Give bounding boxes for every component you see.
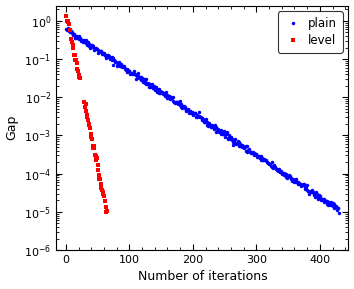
- plain: [280, 172, 285, 176]
- level: [68, 28, 73, 32]
- plain: [154, 85, 158, 88]
- level: [65, 19, 69, 23]
- level: [77, 75, 81, 78]
- plain: [110, 58, 114, 62]
- level: [66, 20, 70, 24]
- level: [76, 74, 81, 77]
- level: [74, 58, 78, 61]
- level: [65, 19, 70, 23]
- level: [67, 22, 71, 25]
- Line: plain: plain: [65, 27, 341, 215]
- level: [71, 47, 75, 50]
- level: [73, 53, 77, 57]
- level: [78, 76, 82, 79]
- X-axis label: Number of iterations: Number of iterations: [138, 271, 267, 284]
- level: [71, 43, 75, 46]
- level: [72, 54, 76, 57]
- Line: level: level: [65, 15, 81, 79]
- Y-axis label: Gap: Gap: [6, 115, 18, 140]
- plain: [75, 34, 79, 38]
- plain: [64, 27, 69, 30]
- level: [74, 62, 79, 65]
- plain: [135, 75, 139, 78]
- level: [69, 37, 73, 40]
- level: [69, 40, 74, 44]
- level: [70, 40, 74, 44]
- level: [68, 28, 72, 31]
- level: [73, 58, 78, 62]
- Legend: plain, level: plain, level: [278, 12, 343, 53]
- plain: [66, 27, 70, 30]
- plain: [337, 211, 341, 215]
- level: [75, 67, 79, 71]
- level: [64, 15, 69, 18]
- level: [76, 69, 80, 73]
- plain: [116, 61, 120, 65]
